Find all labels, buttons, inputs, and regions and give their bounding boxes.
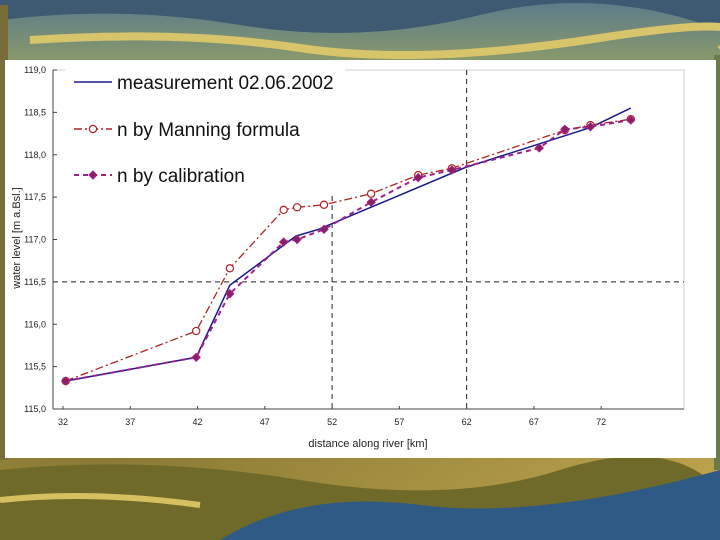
data-point-n-by-manning-formula — [366, 189, 376, 198]
y-axis-ticks: 115,0 115,5 116,0 116,5 117,0 117,5 118,0 118,5… — [24, 65, 57, 414]
data-point-n-by-calibration — [60, 376, 71, 386]
y-axis-title: water level [m a.Bsl.] — [11, 187, 23, 289]
y-tick-label: 117,5 — [24, 192, 46, 202]
legend: measurement 02.06.2002 n by Manning form… — [65, 66, 345, 192]
data-point-n-by-manning-formula — [292, 203, 302, 212]
series-layer — [60, 107, 636, 386]
y-tick-label: 115,5 — [24, 362, 46, 372]
y-tick-label: 116,0 — [24, 319, 46, 329]
data-point-n-by-calibration — [413, 172, 423, 183]
x-tick-label: 32 — [58, 417, 68, 427]
x-tick-label: 42 — [193, 417, 203, 427]
data-point-n-by-calibration — [560, 124, 570, 135]
x-axis-title: distance along river [km] — [308, 438, 427, 450]
data-point-n-by-calibration — [366, 197, 376, 207]
legend-label-calibration: n by calibration — [117, 166, 245, 187]
data-point-n-by-manning-formula — [319, 200, 329, 209]
x-tick-label: 67 — [529, 417, 539, 427]
x-axis-ticks: 32 37 42 47 52 57 62 67 72 — [58, 406, 606, 427]
x-tick-label: 47 — [260, 417, 270, 427]
legend-label-measurement: measurement 02.06.2002 — [117, 73, 334, 94]
y-tick-label: 116,5 — [24, 277, 46, 287]
x-tick-label: 37 — [125, 417, 135, 427]
y-tick-label: 115,0 — [24, 404, 46, 414]
x-tick-label: 72 — [596, 417, 606, 427]
data-point-n-by-calibration — [585, 122, 596, 132]
data-point-n-by-calibration — [319, 224, 329, 235]
data-point-n-by-calibration — [626, 115, 636, 125]
data-point-n-by-manning-formula — [191, 326, 201, 336]
y-tick-label: 117,0 — [24, 235, 46, 245]
data-point-n-by-calibration — [447, 165, 457, 175]
legend-marker-manning — [88, 124, 98, 134]
y-tick-label: 118,5 — [24, 107, 46, 117]
data-point-n-by-calibration — [225, 289, 235, 299]
data-point-n-by-calibration — [292, 234, 302, 245]
data-point-n-by-manning-formula — [279, 205, 288, 215]
legend-marker-calibration — [88, 170, 98, 180]
data-point-n-by-manning-formula — [225, 264, 235, 273]
data-point-n-by-calibration — [191, 352, 201, 363]
x-tick-label: 57 — [394, 417, 404, 427]
x-tick-label: 62 — [462, 417, 472, 427]
x-tick-label: 52 — [327, 417, 337, 427]
y-tick-label: 118,0 — [24, 150, 46, 160]
legend-label-manning: n by Manning formula — [117, 120, 300, 141]
y-tick-label: 119,0 — [24, 65, 46, 75]
data-point-n-by-calibration — [278, 237, 289, 247]
data-point-n-by-calibration — [534, 143, 544, 153]
